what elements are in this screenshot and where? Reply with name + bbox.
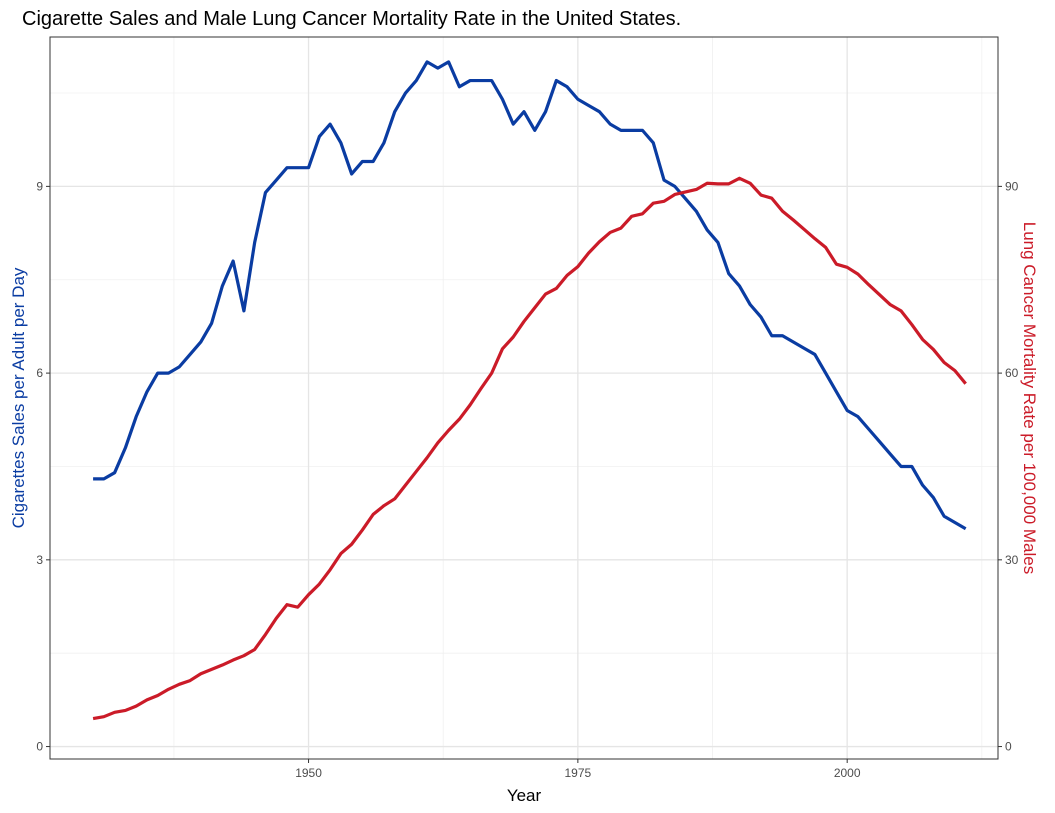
chart-title: Cigarette Sales and Male Lung Cancer Mor… [22,8,681,30]
right-y-tick-label: 30 [1005,553,1019,567]
plot-panel [50,37,998,759]
panel-border [49,36,999,760]
x-tick-label: 1950 [295,766,322,780]
gridlines [50,37,998,759]
left-y-axis-title: Cigarettes Sales per Adult per Day [9,267,28,528]
x-axis: 1950 1975 2000 [295,759,861,780]
x-tick-label: 1975 [565,766,592,780]
series-line-cigarette-sales [93,60,967,531]
x-tick-label: 2000 [834,766,861,780]
left-y-tick-label: 0 [36,740,43,754]
right-y-axis: 0 30 60 90 [998,179,1019,754]
right-y-axis-title: Lung Cancer Mortality Rate per 100,000 M… [1020,222,1039,574]
left-y-tick-label: 9 [36,179,43,193]
series-lines [92,60,967,721]
series-line-lung-cancer-mortality [92,176,967,721]
right-y-tick-label: 0 [1005,740,1012,754]
left-y-tick-label: 6 [36,366,43,380]
x-axis-title: Year [507,786,542,805]
left-y-axis: 0 3 6 9 [36,179,50,754]
right-y-tick-label: 60 [1005,366,1019,380]
right-y-tick-label: 90 [1005,179,1019,193]
left-y-tick-label: 3 [36,553,43,567]
